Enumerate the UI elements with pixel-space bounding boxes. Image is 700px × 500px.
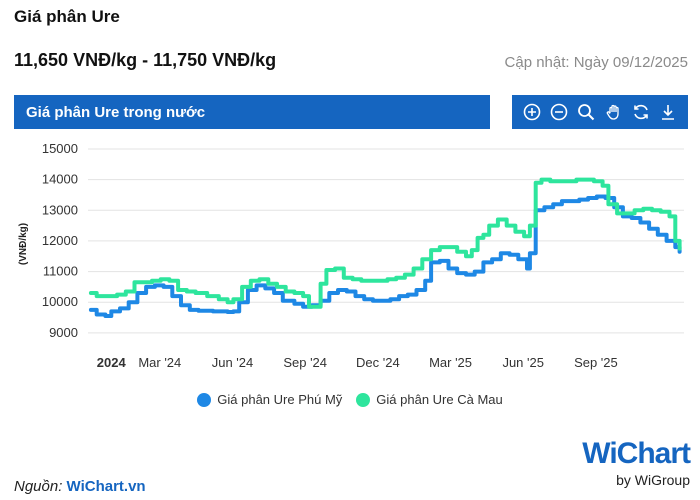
legend-item-ca-mau[interactable]: Giá phân Ure Cà Mau — [356, 392, 503, 407]
series-line-phu-my — [88, 194, 682, 318]
x-tick-label: Mar '24 — [138, 355, 181, 370]
chart-legend: Giá phân Ure Phú Mỹ Giá phân Ure Cà Mau — [0, 392, 700, 407]
y-tick-label: 10000 — [42, 294, 78, 309]
source-link[interactable]: WiChart.vn — [66, 478, 146, 495]
reset-icon[interactable] — [630, 101, 652, 123]
zoom-in-icon[interactable] — [521, 101, 543, 123]
chart-header: Giá phân Ure trong nước — [14, 95, 490, 129]
x-tick-label: Sep '24 — [283, 355, 327, 370]
y-tick-label: 9000 — [49, 325, 78, 340]
chart-title: Giá phân Ure trong nước — [26, 104, 206, 121]
legend-item-phu-my[interactable]: Giá phân Ure Phú Mỹ — [197, 392, 342, 407]
x-tick-label: Mar '25 — [429, 355, 472, 370]
logo-sub: by WiGroup — [616, 472, 690, 488]
y-axis-label: (VNĐ/kg) — [18, 223, 29, 265]
legend-label-phu-my: Giá phân Ure Phú Mỹ — [217, 392, 343, 407]
y-tick-label: 15000 — [42, 141, 78, 156]
magnifier-icon[interactable] — [575, 101, 597, 123]
download-icon[interactable] — [657, 101, 679, 123]
series-line-ca-mau — [88, 177, 682, 309]
legend-label-ca-mau: Giá phân Ure Cà Mau — [376, 392, 503, 407]
updated-date: Cập nhật: Ngày 09/12/2025 — [504, 54, 688, 71]
x-tick-label: Jun '24 — [212, 355, 254, 370]
x-tick-label: 2024 — [97, 355, 127, 370]
page-title: Giá phân Ure — [14, 7, 120, 26]
y-tick-label: 11000 — [43, 264, 78, 279]
price-chart: 9000 10000 11000 12000 13000 14000 15000 (VNĐ/k… — [18, 141, 684, 370]
y-tick-label: 13000 — [42, 202, 78, 217]
price-range: 11,650 VNĐ/kg - 11,750 VNĐ/kg — [14, 50, 277, 70]
y-tick-label: 14000 — [42, 172, 78, 187]
legend-dot-phu-my — [197, 392, 212, 407]
logo-main: WiChart — [582, 437, 691, 470]
y-tick-label: 12000 — [42, 233, 78, 248]
wichart-logo: WiChart by WiGroup — [582, 437, 691, 489]
x-tick-label: Jun '25 — [502, 355, 544, 370]
legend-dot-ca-mau — [356, 392, 371, 407]
chart-toolbar — [512, 95, 688, 129]
source-label: Nguồn: — [14, 478, 63, 495]
x-tick-label: Sep '25 — [574, 355, 618, 370]
x-tick-label: Dec '24 — [356, 355, 400, 370]
hand-pan-icon[interactable] — [603, 101, 625, 123]
zoom-out-icon[interactable] — [548, 101, 570, 123]
source-note: Nguồn: WiChart.vn — [14, 478, 146, 495]
